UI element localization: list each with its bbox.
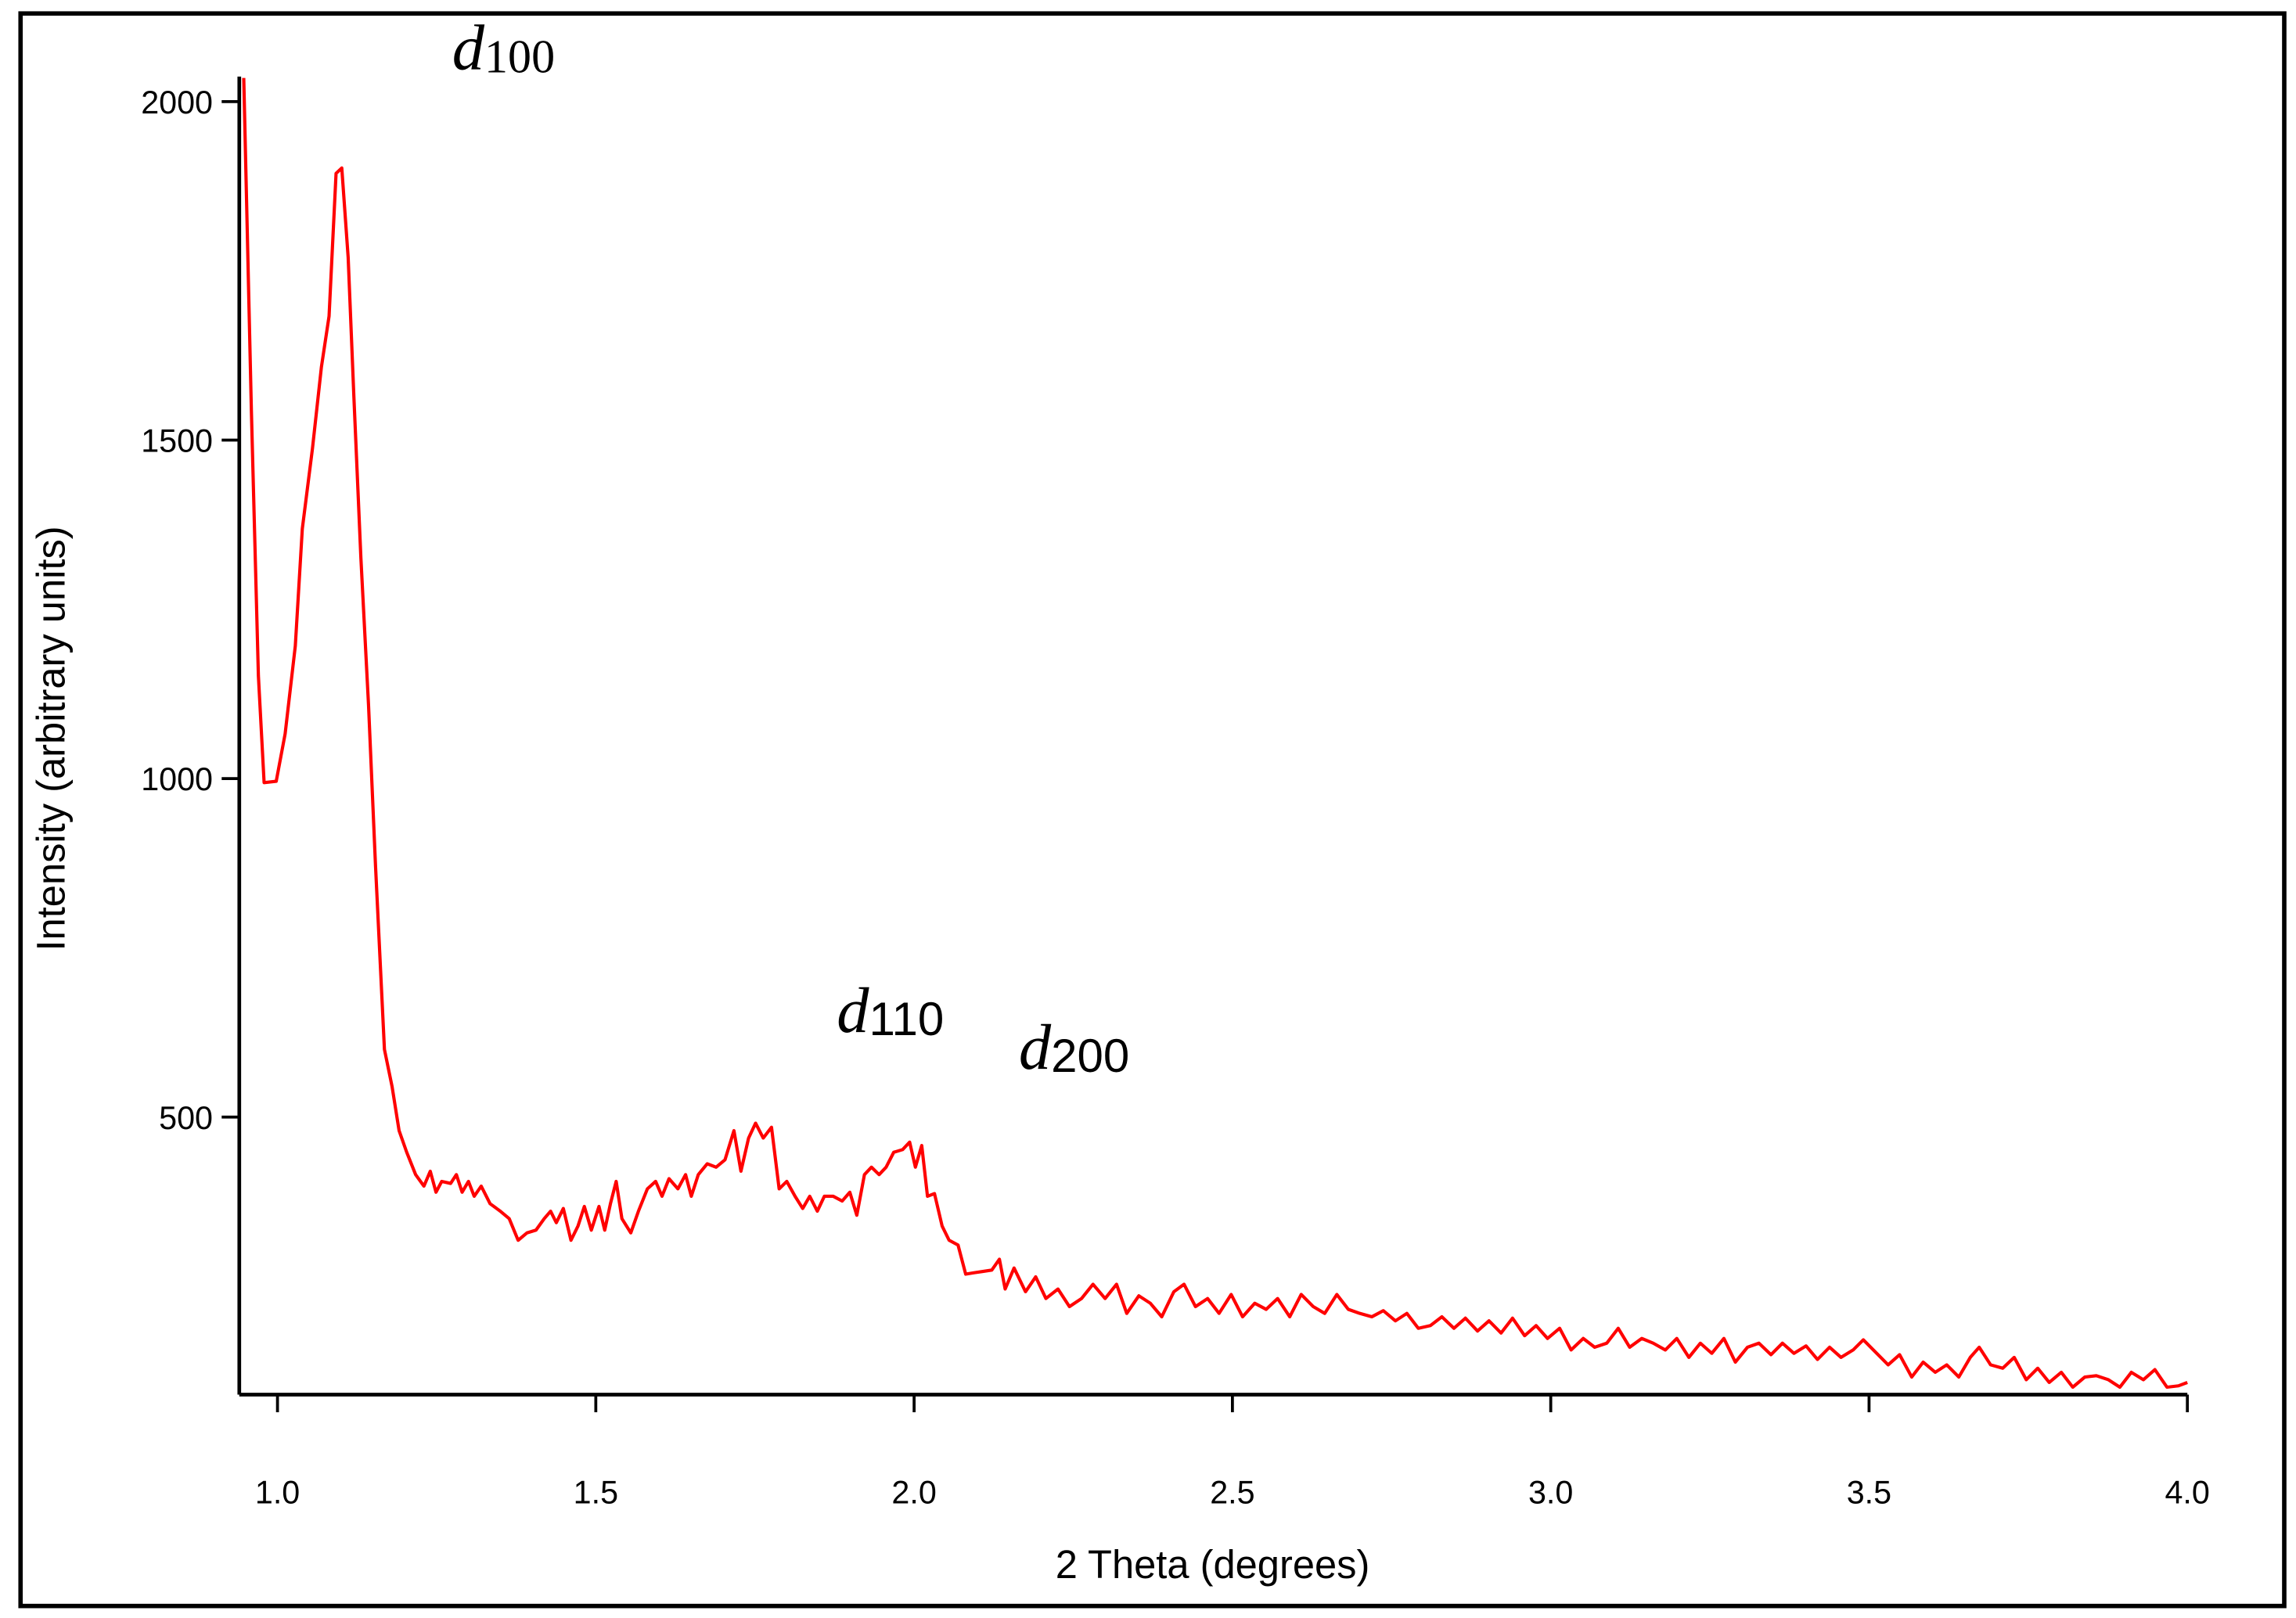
annotation-letter: d (1019, 1011, 1052, 1083)
annotation-letter: d (837, 974, 869, 1046)
y-axis-title: Intensity (arbitrary units) (29, 526, 74, 951)
x-tick-label: 2.5 (1210, 1474, 1254, 1510)
frame (18, 11, 2287, 1609)
y-tick-label: 2000 (141, 84, 213, 120)
annotation-letter: d (452, 12, 485, 84)
x-tick-label: 2.0 (891, 1474, 936, 1510)
x-tick-label: 4.0 (2165, 1474, 2209, 1510)
annotation-index: 100 (484, 31, 555, 82)
annotation-index: 110 (869, 993, 945, 1045)
peak-annotation: d110 (837, 974, 944, 1046)
x-tick-label: 1.5 (574, 1474, 618, 1510)
data-line (242, 77, 2188, 1390)
y-tick-label: 1000 (141, 761, 213, 797)
x-tick-label: 1.0 (255, 1474, 300, 1510)
y-tick-label: 1500 (141, 423, 213, 459)
x-tick-label: 3.5 (1847, 1474, 1891, 1510)
annotation-index: 200 (1051, 1030, 1129, 1082)
x-axis-title: 2 Theta (degrees) (1056, 1542, 1370, 1587)
peak-annotation: d100 (452, 12, 555, 84)
peak-annotation: d200 (1019, 1011, 1129, 1083)
y-tick-label: 500 (159, 1100, 213, 1136)
x-tick-label: 3.0 (1528, 1474, 1573, 1510)
